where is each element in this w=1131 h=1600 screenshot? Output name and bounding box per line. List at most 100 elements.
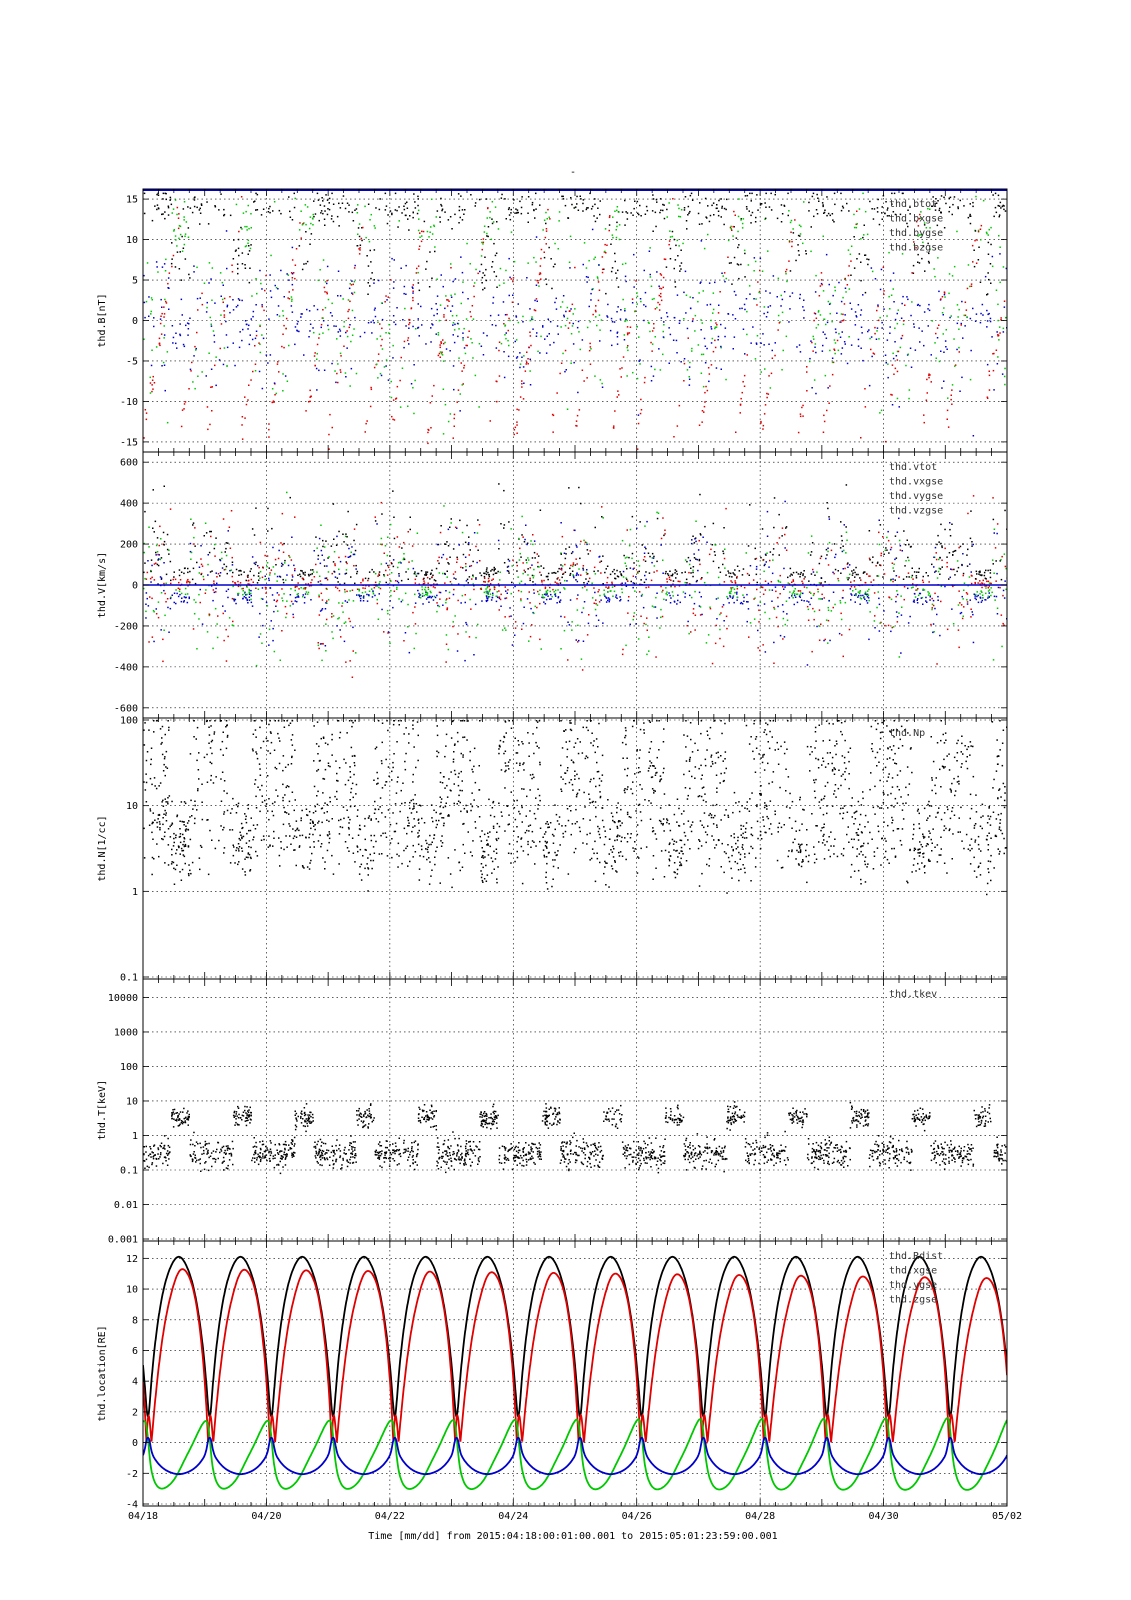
data-point: [187, 236, 190, 238]
data-point: [869, 200, 871, 203]
data-point: [974, 581, 976, 584]
data-point: [331, 613, 333, 615]
data-point: [566, 317, 569, 320]
data-point: [483, 575, 486, 578]
data-point: [582, 640, 585, 642]
data-point: [891, 192, 893, 195]
data-point: [659, 273, 662, 275]
data-point: [199, 588, 201, 591]
data-point: [869, 337, 871, 340]
data-point: [679, 601, 681, 604]
data-point: [340, 636, 342, 638]
data-point: [306, 206, 309, 208]
data-point: [1000, 578, 1003, 581]
data-point: [489, 583, 492, 585]
data-point: [268, 628, 271, 631]
data-point: [703, 337, 706, 340]
data-point: [252, 315, 254, 318]
data-point: [436, 278, 438, 280]
data-point: [358, 588, 360, 591]
data-point: [822, 331, 824, 333]
data-point: [503, 376, 506, 379]
data-point: [472, 575, 474, 578]
data-point: [613, 425, 615, 427]
data-point: [797, 573, 800, 575]
data-point: [854, 571, 856, 574]
data-point: [659, 287, 661, 289]
data-point: [184, 593, 187, 596]
data-point: [299, 222, 301, 224]
data-point: [678, 404, 681, 407]
data-point: [675, 570, 678, 573]
data-point: [508, 344, 510, 347]
data-point: [855, 573, 858, 576]
data-point: [932, 196, 934, 198]
data-point: [280, 212, 282, 215]
data-point: [662, 572, 664, 574]
data-point: [846, 284, 849, 286]
data-point: [242, 590, 244, 592]
data-point: [766, 396, 768, 399]
data-point: [862, 236, 864, 239]
data-point: [853, 267, 856, 269]
data-point: [493, 588, 496, 591]
data-point: [585, 578, 587, 580]
data-point: [729, 596, 732, 598]
data-point: [486, 597, 488, 599]
data-point: [803, 586, 806, 588]
data-point: [210, 530, 212, 533]
data-point: [860, 598, 863, 600]
data-point: [908, 389, 911, 391]
data-point: [326, 279, 328, 282]
data-point: [714, 281, 716, 284]
data-point: [849, 253, 852, 255]
data-point: [557, 596, 559, 599]
data-point: [221, 567, 224, 569]
data-point: [324, 281, 327, 283]
data-point: [149, 376, 151, 379]
data-point: [662, 517, 664, 519]
data-point: [351, 293, 354, 295]
data-point: [854, 311, 857, 313]
data-point: [494, 206, 497, 208]
data-point: [715, 326, 718, 328]
data-point: [882, 576, 884, 578]
data-point: [318, 333, 321, 335]
data-point: [978, 573, 980, 575]
data-point: [331, 631, 333, 633]
data-point: [772, 553, 774, 556]
data-point: [626, 578, 628, 581]
data-point: [355, 372, 358, 375]
data-point: [901, 302, 903, 305]
data-point: [823, 414, 825, 417]
data-point: [985, 569, 987, 572]
data-point: [558, 211, 561, 213]
data-point: [322, 200, 324, 202]
data-point: [442, 360, 445, 362]
data-point: [246, 323, 248, 326]
data-point: [452, 280, 454, 283]
data-point: [200, 545, 202, 547]
y-tick-label: 15: [126, 195, 138, 206]
data-point: [366, 255, 368, 257]
data-point: [232, 571, 234, 574]
data-point: [716, 204, 718, 206]
data-point: [143, 301, 146, 304]
data-point: [381, 543, 383, 546]
data-point: [257, 565, 259, 567]
data-point: [468, 536, 470, 538]
data-point: [706, 347, 708, 350]
data-point: [586, 573, 588, 575]
data-point: [937, 200, 939, 202]
data-point: [160, 315, 162, 317]
data-point: [301, 313, 303, 315]
data-point: [671, 591, 674, 593]
data-point: [778, 554, 780, 556]
data-point: [531, 316, 533, 318]
data-point: [829, 302, 832, 305]
data-point: [842, 207, 845, 209]
data-point: [993, 572, 995, 574]
data-point: [213, 580, 215, 582]
data-point: [899, 549, 902, 551]
data-point: [697, 212, 700, 215]
